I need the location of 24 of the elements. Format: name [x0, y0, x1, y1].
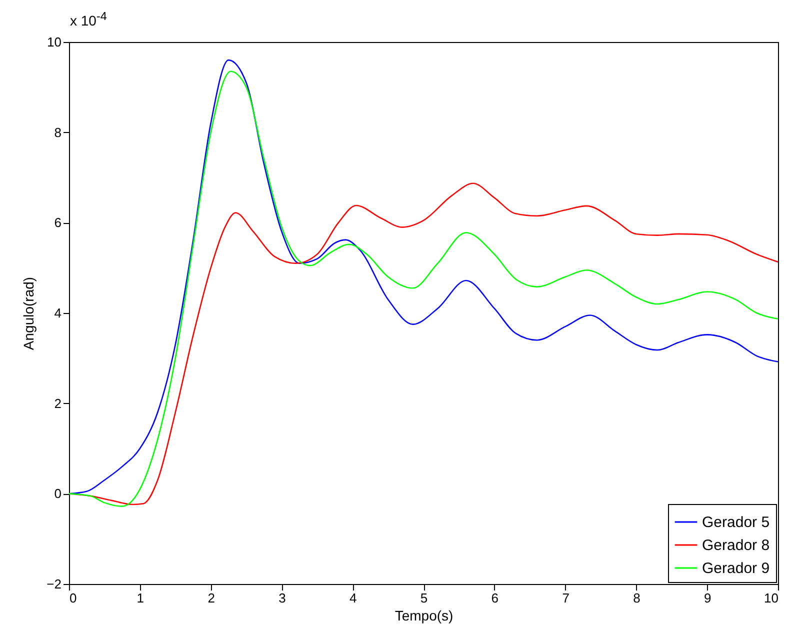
y-tick-label: 4 — [54, 306, 62, 320]
x-tick-label: 6 — [491, 590, 499, 606]
x-tick-label: 7 — [562, 590, 570, 606]
text: x 10$^{-4}$ — [70, 10, 107, 29]
x-tick-label: 5 — [420, 590, 428, 606]
x-axis-title: Tempo(s) — [394, 608, 454, 624]
x-tick-label: 8 — [633, 590, 640, 606]
x-tick-label: 2 — [208, 590, 215, 606]
legend-label: Gerador 5 — [702, 514, 770, 531]
x-tick-label: 9 — [704, 590, 712, 606]
y-tick-label: 10 — [47, 34, 62, 50]
y-tick-label: 6 — [54, 215, 62, 230]
y-tick-label: 8 — [54, 124, 62, 140]
x-tick-label: 1 — [136, 590, 144, 606]
x-tick-label: 0 — [70, 590, 77, 606]
y-axis-title: Angulo(rad) — [20, 276, 37, 350]
x-tick-label: 4 — [349, 590, 357, 606]
x-tick-label: 10 — [764, 590, 778, 606]
y-tick-label: −2 — [46, 576, 62, 592]
y-tick-label: 0 — [54, 486, 62, 502]
y-tick-label: 2 — [54, 396, 62, 411]
legend-label: Gerador 8 — [702, 537, 770, 554]
x-tick-label: 3 — [278, 590, 286, 606]
legend-label: Gerador 9 — [702, 560, 770, 577]
